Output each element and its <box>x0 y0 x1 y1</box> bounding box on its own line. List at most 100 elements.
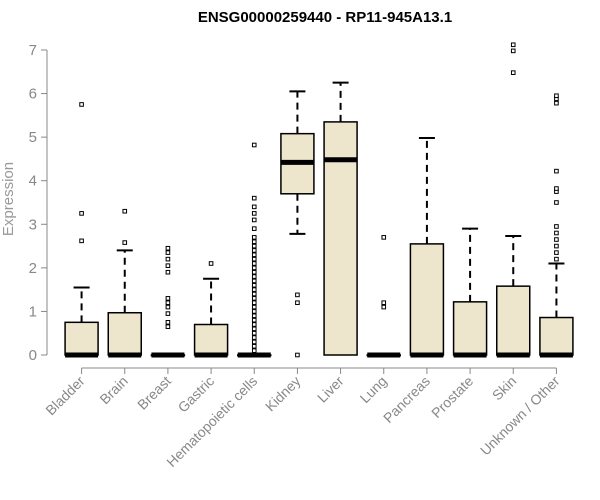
outlier-point <box>554 256 559 262</box>
x-tick-label: Liver <box>314 373 347 406</box>
outlier-point <box>165 269 171 275</box>
outlier-point <box>251 265 257 271</box>
outlier-point <box>165 304 171 310</box>
outlier-point <box>251 248 257 253</box>
outlier-point <box>381 304 387 310</box>
outlier-point <box>510 42 516 48</box>
chart-title: ENSG00000259440 - RP11-945A13.1 <box>198 9 452 26</box>
outlier-point <box>165 324 171 329</box>
outlier-point <box>165 296 171 301</box>
outlier-point <box>122 208 128 214</box>
outlier-point <box>554 200 559 205</box>
outlier-point <box>554 186 559 191</box>
outlier-point <box>554 93 559 99</box>
outlier-point <box>208 261 214 266</box>
y-tick-label: 4 <box>29 173 37 190</box>
outlier-point <box>295 292 300 298</box>
box <box>409 243 445 356</box>
outlier-point <box>251 313 257 319</box>
outlier-point <box>554 168 559 174</box>
y-tick-label: 2 <box>29 260 37 277</box>
x-tick-label: Pancreas <box>380 373 433 426</box>
box-group <box>323 81 358 356</box>
y-tick-label: 1 <box>29 303 37 320</box>
y-tick-label: 0 <box>29 347 37 364</box>
box-group <box>193 261 229 358</box>
outlier-point <box>251 256 257 262</box>
box <box>193 323 229 356</box>
y-tick-label: 7 <box>29 42 37 59</box>
outlier-point <box>554 237 559 242</box>
box-group <box>366 235 401 358</box>
box-group <box>409 137 445 358</box>
outlier-point <box>165 250 171 255</box>
outlier-point <box>510 48 516 54</box>
outlier-point <box>554 243 559 249</box>
outlier-point <box>79 238 84 244</box>
outlier-point <box>251 304 257 310</box>
box-group <box>539 93 574 358</box>
outlier-point <box>510 70 516 75</box>
outlier-point <box>295 300 300 306</box>
outlier-point <box>251 235 257 240</box>
outlier-point <box>251 217 257 223</box>
x-tick-label: Prostate <box>428 373 476 421</box>
y-tick-label: 6 <box>29 86 37 103</box>
x-tick-label: Lung <box>357 373 390 406</box>
outlier-point <box>251 274 257 279</box>
x-tick-label: Gastric <box>175 373 218 416</box>
box-group <box>64 102 99 358</box>
y-axis: 0 1 2 3 4 5 6 7 <box>29 42 48 364</box>
outlier-point <box>554 224 559 229</box>
box-group <box>150 245 186 358</box>
y-tick-label: 5 <box>29 129 37 146</box>
outlier-point <box>251 239 257 245</box>
y-tick-label: 3 <box>29 216 37 233</box>
outlier-point <box>251 317 257 323</box>
outlier-point <box>381 300 387 306</box>
outlier-point <box>165 245 171 251</box>
box <box>323 121 358 356</box>
outlier-point <box>251 261 257 266</box>
outlier-point <box>165 263 171 268</box>
outlier-point <box>251 291 257 297</box>
y-axis-label: Expression <box>0 162 17 236</box>
x-tick-label: Unknown / Other <box>477 373 563 459</box>
outlier-point <box>554 250 559 255</box>
outlier-point <box>251 142 257 148</box>
box <box>64 321 99 356</box>
outlier-point <box>251 339 257 345</box>
outlier-point <box>79 211 84 216</box>
outlier-point <box>251 269 257 275</box>
outlier-point <box>122 240 128 245</box>
x-tick-label: Bladder <box>42 373 88 419</box>
outlier-point <box>251 296 257 301</box>
outlier-point <box>251 252 257 258</box>
outlier-point <box>295 352 300 358</box>
outlier-point <box>79 102 84 107</box>
outlier-point <box>251 330 257 336</box>
x-tick-label: Breast <box>134 373 174 413</box>
box <box>107 311 142 356</box>
outlier-point <box>251 326 257 332</box>
outlier-point <box>251 348 257 353</box>
box <box>496 285 531 356</box>
outlier-point <box>251 322 257 327</box>
box <box>452 301 488 356</box>
outlier-point <box>165 311 171 316</box>
box-group <box>237 142 272 358</box>
outlier-point <box>554 100 559 106</box>
outlier-point <box>251 278 257 284</box>
x-tick-label: Kidney <box>262 373 304 415</box>
outlier-point <box>554 230 559 236</box>
box-group <box>452 227 488 358</box>
outlier-point <box>251 243 257 249</box>
box-series <box>64 42 574 358</box>
outlier-point <box>251 204 257 210</box>
box-group <box>280 90 315 358</box>
outlier-point <box>251 287 257 292</box>
x-tick-label: Skin <box>489 373 520 404</box>
x-tick-label: Brain <box>96 373 130 407</box>
box-group <box>496 42 531 358</box>
